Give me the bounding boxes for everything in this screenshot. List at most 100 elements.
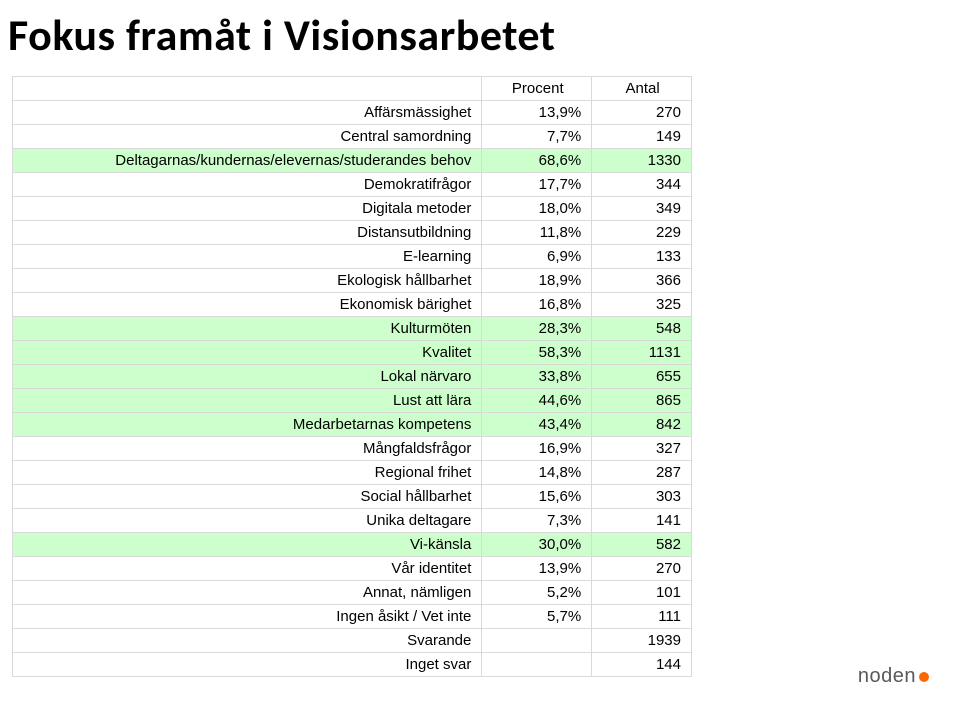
footer-label: Inget svar <box>13 653 482 677</box>
row-count: 141 <box>592 509 692 533</box>
row-percent: 7,3% <box>482 509 592 533</box>
row-percent: 7,7% <box>482 125 592 149</box>
row-percent: 13,9% <box>482 557 592 581</box>
row-label: E-learning <box>13 245 482 269</box>
row-percent: 13,9% <box>482 101 592 125</box>
row-percent: 33,8% <box>482 365 592 389</box>
row-percent: 5,2% <box>482 581 592 605</box>
table-row: Ingen åsikt / Vet inte5,7%111 <box>13 605 692 629</box>
row-percent: 28,3% <box>482 317 592 341</box>
table-row: Kulturmöten28,3%548 <box>13 317 692 341</box>
col-header-antal: Antal <box>592 77 692 101</box>
row-label: Social hållbarhet <box>13 485 482 509</box>
row-label: Medarbetarnas kompetens <box>13 413 482 437</box>
row-percent: 18,0% <box>482 197 592 221</box>
footer-blank <box>482 629 592 653</box>
row-count: 655 <box>592 365 692 389</box>
table-row: Mångfaldsfrågor16,9%327 <box>13 437 692 461</box>
row-count: 270 <box>592 101 692 125</box>
table-header-row: Procent Antal <box>13 77 692 101</box>
row-percent: 58,3% <box>482 341 592 365</box>
row-percent: 68,6% <box>482 149 592 173</box>
row-count: 149 <box>592 125 692 149</box>
row-percent: 43,4% <box>482 413 592 437</box>
row-count: 548 <box>592 317 692 341</box>
logo-dot-icon <box>918 671 930 683</box>
row-count: 842 <box>592 413 692 437</box>
table-row: Regional frihet14,8%287 <box>13 461 692 485</box>
row-count: 111 <box>592 605 692 629</box>
row-percent: 18,9% <box>482 269 592 293</box>
row-label: Lust att lära <box>13 389 482 413</box>
row-label: Vi-känsla <box>13 533 482 557</box>
row-percent: 6,9% <box>482 245 592 269</box>
row-label: Digitala metoder <box>13 197 482 221</box>
row-label: Kulturmöten <box>13 317 482 341</box>
row-label: Vår identitet <box>13 557 482 581</box>
table-footer-row: Inget svar 144 <box>13 653 692 677</box>
table-row: Affärsmässighet13,9%270 <box>13 101 692 125</box>
table-row: Deltagarnas/kundernas/elevernas/studeran… <box>13 149 692 173</box>
row-label: Ekologisk hållbarhet <box>13 269 482 293</box>
row-percent: 15,6% <box>482 485 592 509</box>
row-count: 349 <box>592 197 692 221</box>
row-count: 270 <box>592 557 692 581</box>
table-footer-row: Svarande 1939 <box>13 629 692 653</box>
col-header-procent: Procent <box>482 77 592 101</box>
table-row: Unika deltagare7,3%141 <box>13 509 692 533</box>
table-row: Distansutbildning11,8%229 <box>13 221 692 245</box>
table-row: Ekologisk hållbarhet18,9%366 <box>13 269 692 293</box>
row-count: 325 <box>592 293 692 317</box>
row-count: 287 <box>592 461 692 485</box>
table-row: Demokratifrågor17,7%344 <box>13 173 692 197</box>
row-label: Kvalitet <box>13 341 482 365</box>
table-row: Social hållbarhet15,6%303 <box>13 485 692 509</box>
row-count: 303 <box>592 485 692 509</box>
row-percent: 16,9% <box>482 437 592 461</box>
row-label: Ekonomisk bärighet <box>13 293 482 317</box>
row-percent: 30,0% <box>482 533 592 557</box>
row-label: Affärsmässighet <box>13 101 482 125</box>
col-header-blank <box>13 77 482 101</box>
row-count: 101 <box>592 581 692 605</box>
table-row: Lust att lära44,6%865 <box>13 389 692 413</box>
row-count: 327 <box>592 437 692 461</box>
row-count: 582 <box>592 533 692 557</box>
footer-value: 1939 <box>592 629 692 653</box>
row-count: 133 <box>592 245 692 269</box>
table-row: Annat, nämligen5,2%101 <box>13 581 692 605</box>
table-row: E-learning6,9%133 <box>13 245 692 269</box>
footer-blank <box>482 653 592 677</box>
row-label: Demokratifrågor <box>13 173 482 197</box>
table-row: Medarbetarnas kompetens43,4%842 <box>13 413 692 437</box>
page-title: Fokus framåt i Visionsarbetet <box>0 0 960 66</box>
table-row: Ekonomisk bärighet16,8%325 <box>13 293 692 317</box>
row-count: 344 <box>592 173 692 197</box>
row-label: Regional frihet <box>13 461 482 485</box>
row-percent: 5,7% <box>482 605 592 629</box>
row-count: 1330 <box>592 149 692 173</box>
row-count: 1131 <box>592 341 692 365</box>
table-row: Central samordning7,7%149 <box>13 125 692 149</box>
row-label: Deltagarnas/kundernas/elevernas/studeran… <box>13 149 482 173</box>
table-row: Digitala metoder18,0%349 <box>13 197 692 221</box>
table-row: Vi-känsla30,0%582 <box>13 533 692 557</box>
footer-value: 144 <box>592 653 692 677</box>
table-row: Vår identitet13,9%270 <box>13 557 692 581</box>
logo: noden <box>858 665 930 688</box>
data-table-container: Procent Antal Affärsmässighet13,9%270Cen… <box>12 76 948 677</box>
row-percent: 11,8% <box>482 221 592 245</box>
table-row: Lokal närvaro33,8%655 <box>13 365 692 389</box>
row-label: Distansutbildning <box>13 221 482 245</box>
data-table: Procent Antal Affärsmässighet13,9%270Cen… <box>12 76 692 677</box>
logo-text: noden <box>858 665 916 688</box>
row-label: Annat, nämligen <box>13 581 482 605</box>
row-percent: 17,7% <box>482 173 592 197</box>
footer-label: Svarande <box>13 629 482 653</box>
row-count: 366 <box>592 269 692 293</box>
row-percent: 44,6% <box>482 389 592 413</box>
row-label: Central samordning <box>13 125 482 149</box>
row-percent: 14,8% <box>482 461 592 485</box>
row-label: Lokal närvaro <box>13 365 482 389</box>
row-count: 865 <box>592 389 692 413</box>
